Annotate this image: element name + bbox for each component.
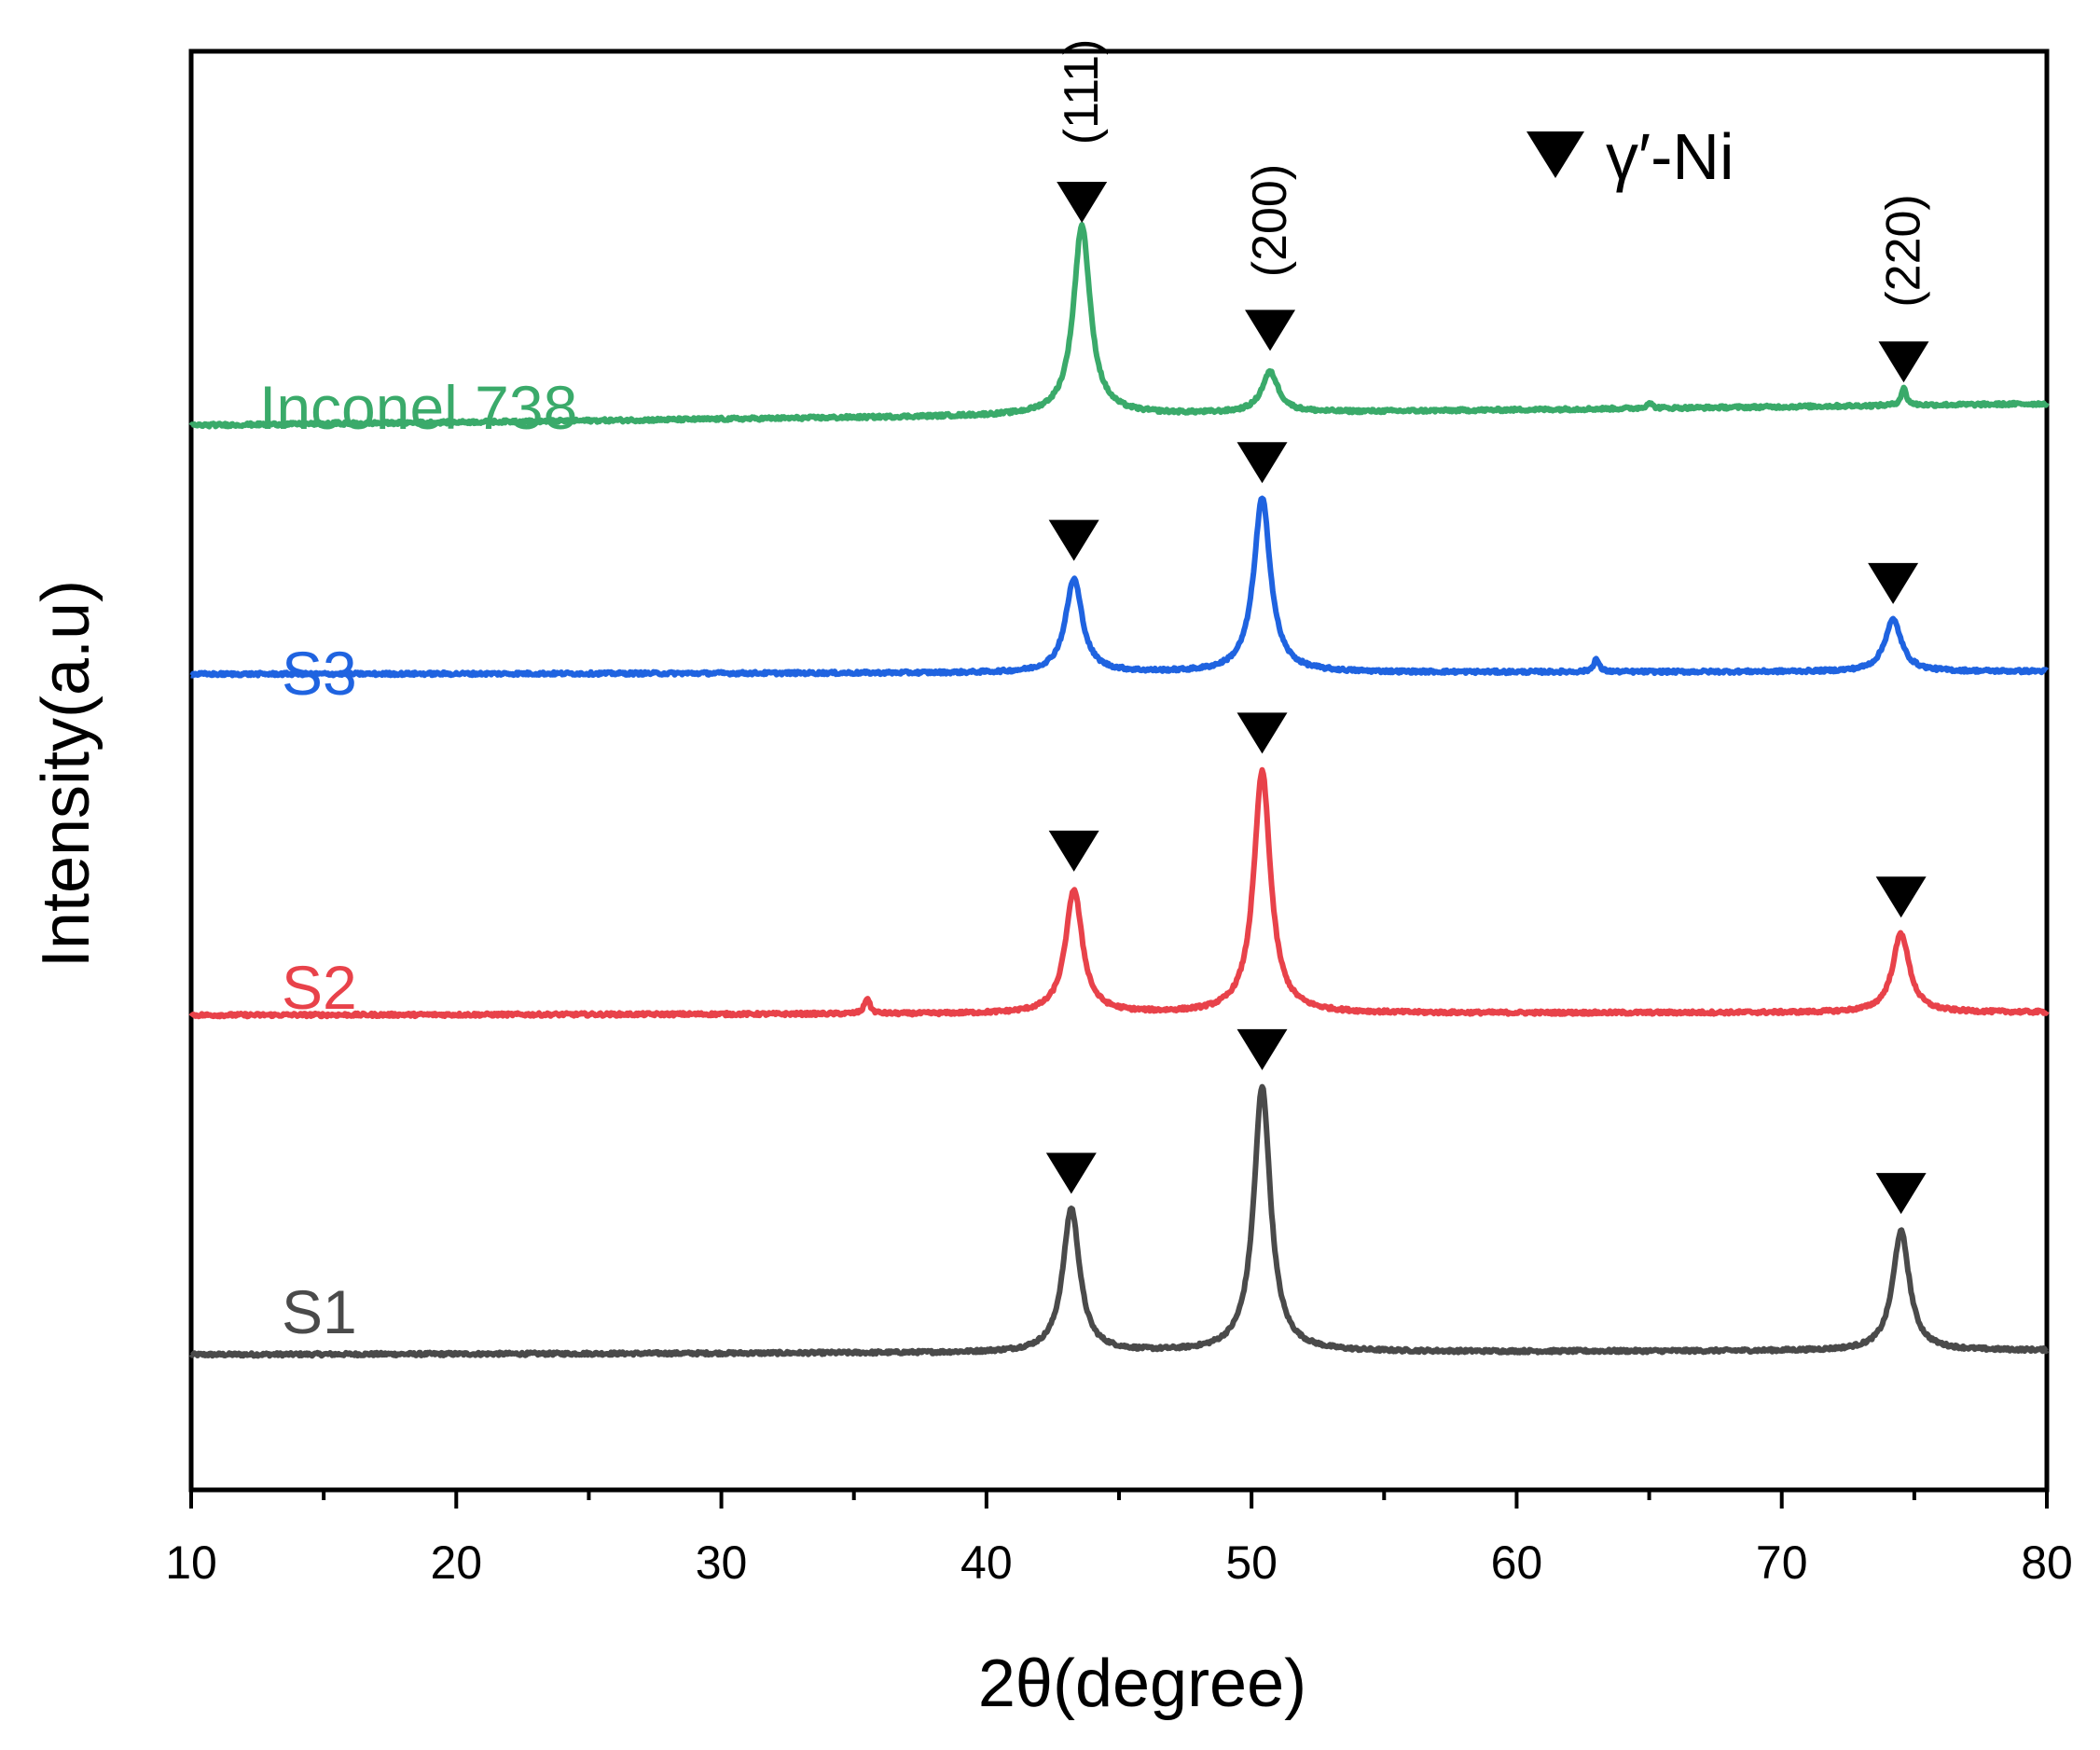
gamma-prime-ni-marker <box>1245 310 1296 351</box>
x-tick-label: 70 <box>1756 1536 1808 1589</box>
x-tick-label: 20 <box>430 1536 482 1589</box>
annotation-layer: (111) (200) (220) <box>1055 39 1930 308</box>
series-line <box>188 766 2050 1020</box>
hkl-label: (200) <box>1243 164 1297 277</box>
x-tick-label: 40 <box>960 1536 1013 1589</box>
x-tick-label: 10 <box>165 1536 217 1589</box>
gamma-prime-ni-marker <box>1048 830 1099 872</box>
legend-marker-icon <box>1527 131 1584 178</box>
gamma-prime-ni-marker <box>1057 182 1108 224</box>
x-tick-label: 60 <box>1491 1536 1543 1589</box>
x-tick-label: 50 <box>1225 1536 1278 1589</box>
y-axis-title: Intensity(a.u) <box>29 580 104 968</box>
series-layer <box>188 222 2050 1359</box>
gamma-prime-ni-marker <box>1868 562 1919 604</box>
gamma-prime-ni-marker <box>1875 876 1927 918</box>
series-line <box>188 222 2050 430</box>
plot-area: (111) (200) (220) S1 S2 S3 Inconel 738 <box>188 39 2050 1493</box>
x-axis-title: 2θ(degree) <box>978 1647 1306 1721</box>
x-axis: 10 20 30 40 50 60 70 80 <box>165 1490 2073 1589</box>
series-label: S2 <box>282 953 357 1022</box>
series-label-layer: S1 S2 S3 Inconel 738 <box>259 373 577 1346</box>
legend: γ′-Ni <box>1527 120 1734 193</box>
series-label: Inconel 738 <box>259 373 577 442</box>
gamma-prime-ni-marker <box>1237 1028 1288 1070</box>
legend-label: γ′-Ni <box>1606 120 1734 193</box>
axes-frame <box>188 48 2050 1493</box>
hkl-label: (220) <box>1876 194 1930 307</box>
gamma-prime-ni-marker <box>1237 712 1288 754</box>
hkl-label: (111) <box>1055 39 1109 145</box>
series-line <box>189 495 2050 679</box>
gamma-prime-ni-marker <box>1878 341 1929 383</box>
series-label: S3 <box>282 639 357 708</box>
gamma-prime-ni-marker <box>1237 442 1288 484</box>
gamma-prime-ni-marker <box>1875 1173 1927 1215</box>
gamma-prime-ni-marker <box>1048 519 1099 561</box>
x-tick-label: 30 <box>696 1536 748 1589</box>
gamma-prime-ni-marker <box>1045 1152 1097 1194</box>
marker-layer <box>1045 182 1929 1215</box>
x-tick-label: 80 <box>2021 1536 2073 1589</box>
series-label: S1 <box>282 1277 357 1346</box>
series-line <box>188 1083 2050 1359</box>
